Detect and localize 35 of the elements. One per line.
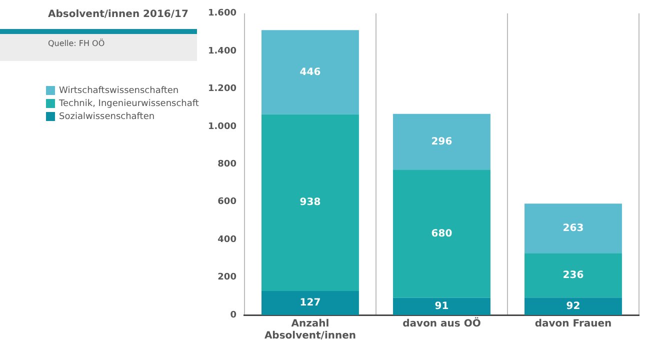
y-tick-label: 0 — [230, 310, 236, 320]
data-label: 92 — [566, 300, 580, 312]
bar — [524, 253, 622, 298]
bar — [524, 204, 622, 254]
x-tick-label: davon aus OÖ — [402, 316, 481, 330]
x-tick-label: davon Frauen — [534, 318, 612, 330]
y-tick-label: 200 — [218, 272, 236, 283]
source-note: Quelle: FH OÖ — [48, 39, 105, 48]
bar — [393, 298, 490, 315]
bar — [262, 114, 359, 292]
data-label: 296 — [431, 136, 452, 148]
data-label: 236 — [562, 270, 584, 282]
bar — [393, 114, 490, 170]
bar — [393, 170, 490, 298]
data-label: 127 — [300, 298, 321, 309]
bar — [262, 291, 359, 315]
y-tick-label: 1.000 — [208, 122, 236, 132]
data-label: 263 — [562, 222, 584, 234]
y-tick-label: 800 — [218, 160, 236, 170]
bar — [262, 30, 359, 114]
data-label: 91 — [434, 301, 449, 312]
y-tick-label: 400 — [218, 234, 236, 245]
data-label: 446 — [300, 66, 321, 78]
legend-label: Technik, Ingenieurwissenschaft — [59, 98, 199, 108]
text: Absolvent/innen 2016/17 — [48, 9, 188, 20]
y-tick-label: 1.400 — [208, 46, 236, 56]
data-label: 938 — [300, 197, 321, 208]
y-tick-label: 600 — [218, 197, 236, 208]
bar — [524, 298, 622, 315]
legend-label: Sozialwissenschaften — [59, 112, 155, 122]
legend-label: Wirtschaftswissenschaften — [59, 86, 179, 96]
y-tick-label: 1.200 — [208, 84, 236, 94]
y-tick-label: 1.600 — [208, 8, 236, 19]
x-tick-label: Anzahl Absolvent/innen — [264, 318, 356, 342]
data-label: 680 — [431, 228, 452, 240]
